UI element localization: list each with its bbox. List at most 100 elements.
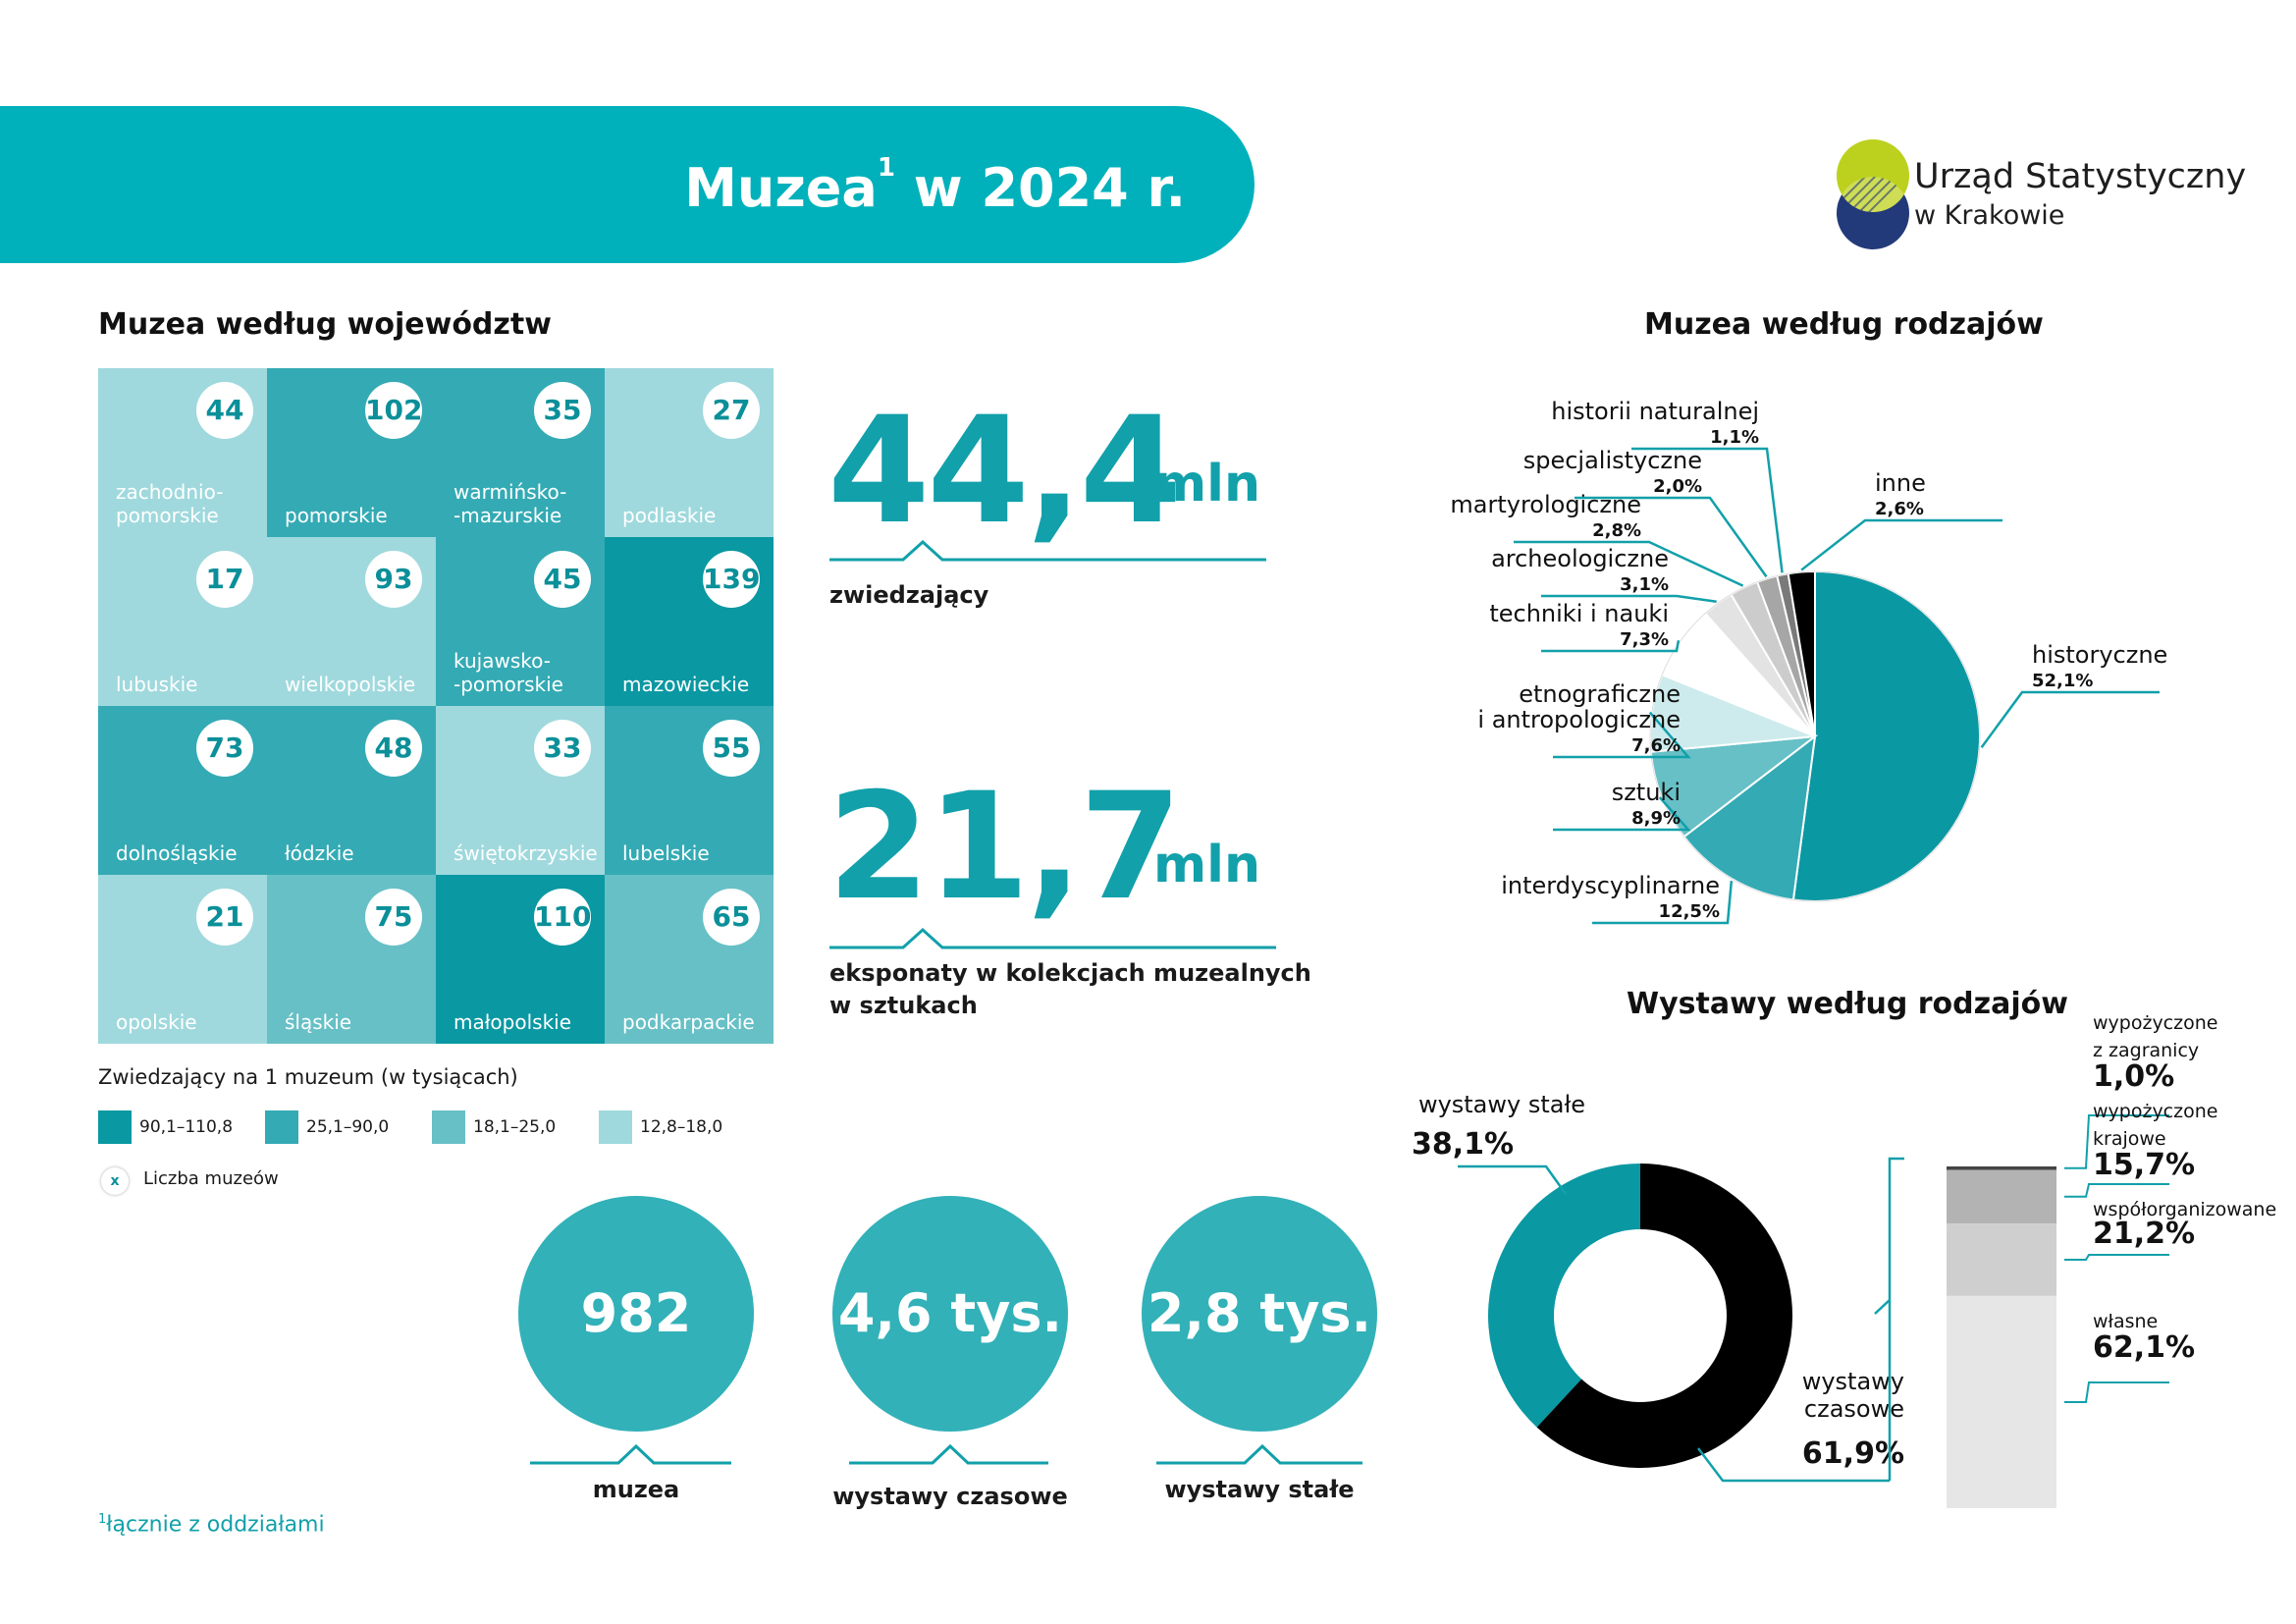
circle-dividers <box>530 1443 1237 1465</box>
voivodeship-cell: 55 lubelskie <box>605 706 774 875</box>
bar-category-label: własne <box>2093 1311 2158 1332</box>
museum-count-badge: 21 <box>196 889 253 946</box>
leader-line <box>2064 1114 2169 1169</box>
museum-count-badge: 17 <box>196 551 253 608</box>
donut-slice <box>1488 1164 1640 1428</box>
pie-slice <box>1791 569 1981 902</box>
page-title: Muzea1 w 2024 r. <box>684 153 1186 219</box>
stacked-bar-segment <box>1947 1223 2056 1296</box>
bar-category-label: wypożyczone <box>2093 1101 2217 1122</box>
bar-percent-label: 15,7% <box>2093 1148 2195 1182</box>
leader-line <box>1980 690 2160 748</box>
museum-count-badge: 75 <box>365 889 422 946</box>
visitors-value: 44,4 <box>828 386 1182 557</box>
pie-percent-label: 2,8% <box>1592 520 1641 541</box>
voivodeship-name: wielkopolskie <box>285 673 416 696</box>
visitors-label: zwiedzający <box>829 581 989 609</box>
circle-divider-3 <box>1156 1443 1362 1465</box>
permanent-exhibitions-label: wystawy stałe <box>1164 1476 1355 1503</box>
leader-line <box>1592 881 1734 925</box>
donut-category-label: wystawy stałe <box>1418 1091 1585 1118</box>
pie-category-label: archeologiczne <box>1491 545 1669 572</box>
pie-category-label: martyrologiczne <box>1450 491 1641 518</box>
museum-count-badge: 73 <box>196 720 253 777</box>
pie-category-label: interdyscyplinarne <box>1501 872 1720 899</box>
stacked-bar-segment <box>1947 1166 2056 1170</box>
museum-count-badge: 45 <box>534 551 591 608</box>
donut-category-label: wystawy <box>1802 1368 1904 1395</box>
legend-label: 12,8–18,0 <box>640 1117 723 1137</box>
voivodeship-name: podkarpackie <box>622 1010 755 1034</box>
voivodeship-name: podlaskie <box>622 504 717 527</box>
museum-count-badge: 48 <box>365 720 422 777</box>
voivodeship-name: małopolskie <box>454 1010 572 1034</box>
voivodeship-name: świętokrzyskie <box>454 841 598 865</box>
donut-category-label: czasowe <box>1804 1395 1904 1423</box>
voivodeship-cell: 44 zachodnio- pomorskie <box>98 368 267 537</box>
museum-count-badge: 65 <box>703 889 760 946</box>
voivodeship-name: mazowieckie <box>622 673 750 696</box>
pie-outline <box>1649 570 1981 902</box>
voivodeship-cell: 21 opolskie <box>98 875 267 1044</box>
legend-swatch <box>98 1110 132 1144</box>
pie-category-label: etnograficzne <box>1519 680 1681 708</box>
bar-category-label: krajowe <box>2093 1128 2166 1150</box>
museums-label: muzea <box>592 1476 680 1503</box>
legend-label: 18,1–25,0 <box>473 1117 557 1137</box>
leader-line <box>1541 594 1717 604</box>
museum-count-badge: 93 <box>365 551 422 608</box>
pie-category-label: inne <box>1875 469 1926 497</box>
stacked-bar-segment <box>1947 1295 2056 1508</box>
footnote: 1łącznie z oddziałami <box>98 1512 325 1538</box>
pie-percent-label: 1,1% <box>1710 427 1759 448</box>
permanent-exhibitions-circle: 2,8 tys. <box>1142 1196 1377 1432</box>
voivodeship-name: warmińsko- -mazurskie <box>454 480 567 527</box>
temporary-exhibitions-label: wystawy czasowe <box>832 1483 1068 1510</box>
pie-percent-label: 7,6% <box>1631 735 1681 756</box>
pie-percent-label: 8,9% <box>1631 808 1681 829</box>
exhibits-divider <box>829 927 1276 949</box>
legend-swatch <box>432 1110 465 1144</box>
voivodeship-cell: 65 podkarpackie <box>605 875 774 1044</box>
voivodeship-cell: 33 świętokrzyskie <box>436 706 605 875</box>
voivodeship-name: lubuskie <box>116 673 198 696</box>
pie-percent-label: 52,1% <box>2032 671 2093 691</box>
bar-category-label: wypożyczone <box>2093 1012 2217 1034</box>
pie-percent-label: 2,0% <box>1653 476 1702 497</box>
map-title: Muzea według województw <box>98 307 552 342</box>
voivodeship-name: dolnośląskie <box>116 841 238 865</box>
voivodeship-name: lubelskie <box>622 841 710 865</box>
voivodeship-cell: 17 lubuskie <box>98 537 267 706</box>
pie-category-label: historyczne <box>2032 641 2167 669</box>
stacked-bar-segment <box>1947 1169 2056 1224</box>
leader-line <box>2064 1381 2169 1403</box>
voivodeship-name: opolskie <box>116 1010 197 1034</box>
museum-count-badge: 110 <box>534 889 591 946</box>
pie-percent-label: 12,5% <box>1659 901 1720 922</box>
voivodeship-cell: 93 wielkopolskie <box>267 537 436 706</box>
pie-category-label: techniki i nauki <box>1489 600 1669 627</box>
exhibits-unit: mln <box>1153 836 1261 894</box>
leader-line <box>2064 1254 2169 1262</box>
bar-category-label: współorganizowane <box>2093 1199 2276 1220</box>
donut-percent-label: 38,1% <box>1412 1127 1514 1162</box>
bracket-line <box>1874 1157 1904 1481</box>
exhibits-label: eksponaty w kolekcjach muzealnych w sztu… <box>829 959 1311 1019</box>
voivodeship-name: łódzkie <box>285 841 354 865</box>
donut-percent-label: 61,9% <box>1802 1436 1904 1471</box>
legend-swatch <box>265 1110 298 1144</box>
visitors-unit: mln <box>1153 455 1261 514</box>
museum-count-badge: 102 <box>365 382 422 439</box>
legend-swatch <box>599 1110 632 1144</box>
pie-category-label: sztuki <box>1612 779 1681 806</box>
voivodeship-name: kujawsko- -pomorskie <box>454 649 563 696</box>
pie-title: Muzea według rodzajów <box>1644 307 2044 342</box>
leader-line <box>1458 1164 1568 1195</box>
bar-category-label: z zagranicy <box>2093 1040 2199 1061</box>
pie-category-label: specjalistyczne <box>1523 447 1702 474</box>
leader-line <box>1553 796 1691 832</box>
museum-count-badge: 44 <box>196 382 253 439</box>
leader-line <box>2064 1183 2169 1198</box>
museum-count-badge: 55 <box>703 720 760 777</box>
